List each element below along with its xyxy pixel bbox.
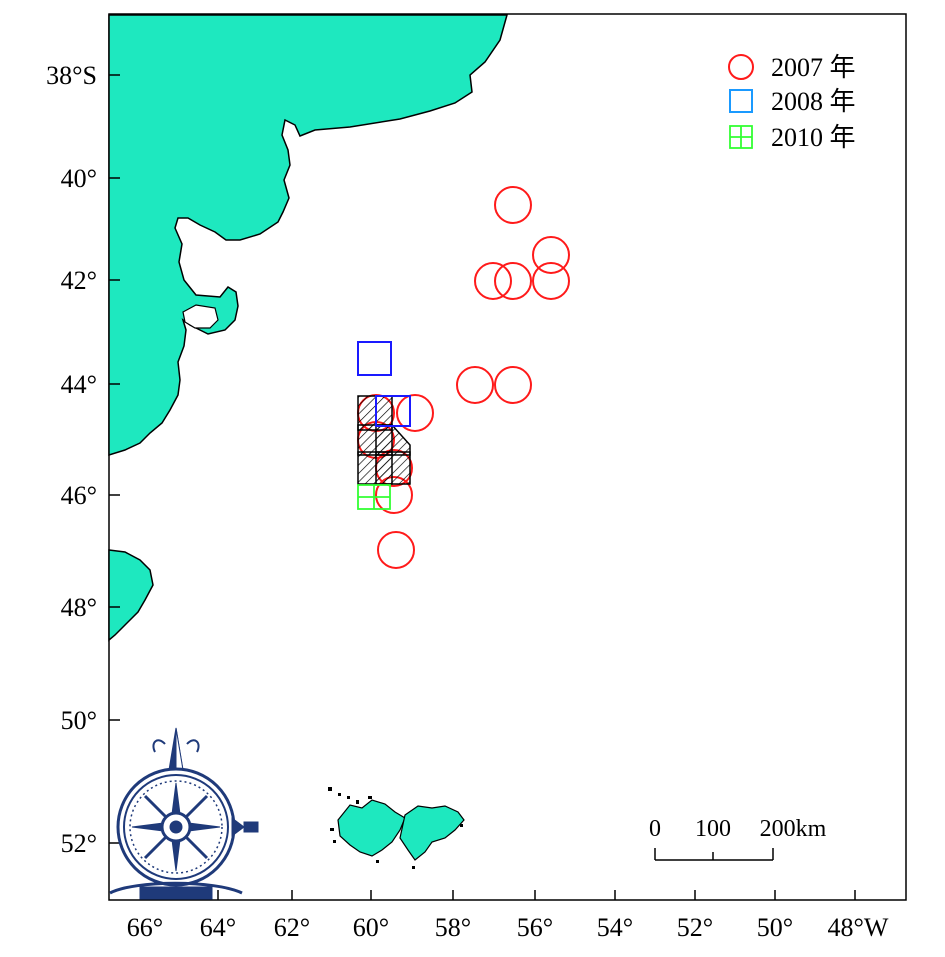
falkland-east	[399, 805, 465, 861]
marker-2007	[532, 236, 570, 274]
lon-label: 52°	[677, 913, 713, 942]
scale-label: 100	[695, 816, 731, 842]
marker-2007	[494, 366, 532, 404]
marker-2007	[494, 186, 532, 224]
marker-2007	[494, 262, 532, 300]
argentina-coast-south	[108, 549, 154, 642]
lon-labels: 66° 64° 62° 60° 58° 56° 54° 52° 50° 48°W	[127, 913, 889, 942]
axis-ticks	[109, 74, 856, 900]
argentina-coast-north	[108, 14, 508, 457]
scale-label: 200km	[760, 816, 827, 842]
marker-2007	[474, 262, 512, 300]
markers-2008	[357, 341, 411, 427]
falkland-islets	[328, 787, 463, 869]
lon-label: 56°	[517, 913, 553, 942]
legend-square-icon	[729, 89, 753, 113]
lat-labels: 38°S 40° 42° 44° 46° 48° 50° 52°	[46, 61, 97, 858]
lon-label: 58°	[435, 913, 471, 942]
legend-grid-square-icon	[729, 125, 753, 149]
land-coast	[108, 14, 508, 869]
scale-label: 0	[649, 816, 661, 842]
lat-label: 44°	[61, 370, 97, 399]
legend-label-2010: 2010 年	[771, 123, 856, 152]
scale-bar: 0 100 200km	[649, 816, 827, 861]
markers-2010	[357, 484, 391, 510]
lat-label: 50°	[61, 706, 97, 735]
marker-2007	[377, 531, 415, 569]
lon-label: 66°	[127, 913, 163, 942]
lat-label: 40°	[61, 164, 97, 193]
legend-label-2008: 2008 年	[771, 87, 856, 116]
lon-label: 54°	[597, 913, 633, 942]
lon-label: 48°W	[828, 913, 889, 942]
falkland-west	[337, 799, 406, 857]
lon-label: 62°	[274, 913, 310, 942]
lat-label: 38°S	[46, 61, 97, 90]
peninsula-valdes	[182, 304, 219, 329]
lat-label: 42°	[61, 266, 97, 295]
markers-2007	[357, 186, 570, 569]
lat-label: 52°	[61, 829, 97, 858]
lon-label: 60°	[353, 913, 389, 942]
legend-circle-icon	[728, 54, 754, 80]
lat-label: 48°	[61, 593, 97, 622]
marker-2008	[357, 341, 392, 376]
marker-2007	[396, 394, 434, 432]
compass-rose-icon	[109, 727, 259, 900]
marker-2008	[375, 395, 411, 427]
lat-label: 46°	[61, 481, 97, 510]
lon-label: 50°	[757, 913, 793, 942]
marker-2007	[532, 262, 570, 300]
marker-2007	[456, 366, 494, 404]
hatched-cell	[375, 451, 411, 485]
lon-label: 64°	[200, 913, 236, 942]
legend: 2007 年 2008 年 2010 年	[728, 53, 856, 152]
legend-label-2007: 2007 年	[771, 53, 856, 82]
